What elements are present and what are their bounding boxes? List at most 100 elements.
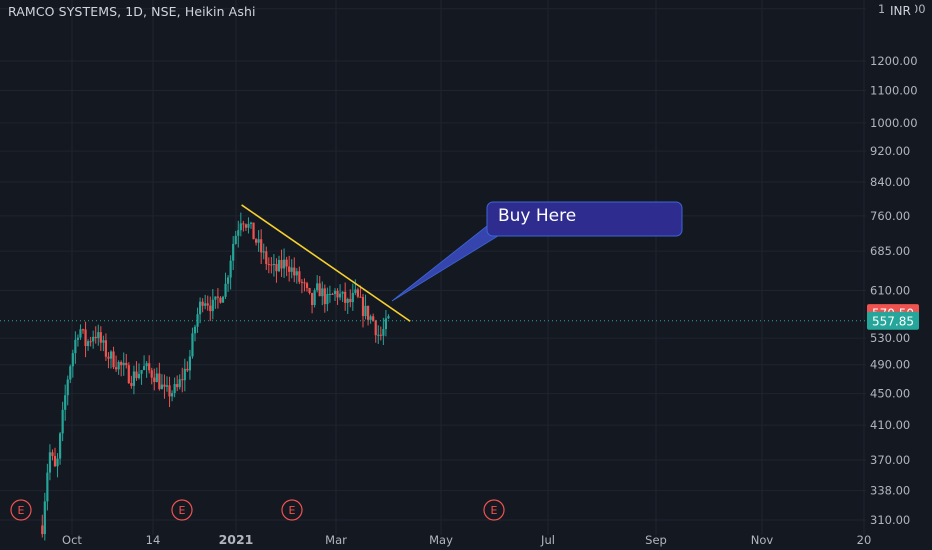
earnings-marker[interactable] <box>483 499 505 521</box>
candle-down <box>94 336 97 339</box>
time-tick-label: 14 <box>146 533 161 547</box>
annotation-pointer <box>391 221 499 302</box>
candle-up <box>71 353 74 367</box>
candle-down <box>104 340 108 357</box>
candle-up <box>326 294 329 305</box>
candle-down <box>318 283 321 297</box>
earnings-marker-label: E <box>18 504 25 517</box>
candle-up <box>328 293 332 295</box>
candle-up <box>239 223 242 231</box>
candle-down <box>379 334 382 336</box>
candle-up <box>117 362 120 370</box>
chart-title: RAMCO SYSTEMS, 1D, NSE, Heikin Ashi <box>8 4 256 19</box>
candle-down <box>53 455 57 467</box>
candle-down <box>323 288 326 305</box>
candle-down <box>252 222 255 240</box>
candle-down <box>125 362 128 366</box>
candle-down <box>308 287 311 294</box>
candle-down <box>114 367 118 370</box>
candle-up <box>183 368 186 381</box>
candle-down <box>158 373 161 390</box>
price-tick-label: 310.00 <box>870 513 910 527</box>
price-tick-label: 1000.00 <box>870 116 918 130</box>
candle-up <box>170 393 174 397</box>
candle-up <box>351 292 354 303</box>
candle-down <box>303 282 306 284</box>
currency-label[interactable]: INR <box>884 2 915 20</box>
candle-up <box>79 329 82 338</box>
candle-up <box>321 288 324 297</box>
candle-up <box>64 395 67 410</box>
candle-up <box>364 305 367 317</box>
candle-down <box>280 259 283 269</box>
price-tick-label: 840.00 <box>870 175 910 189</box>
candle-up <box>58 433 62 459</box>
time-tick-label: Jul <box>540 533 555 547</box>
candle-down <box>219 297 222 303</box>
candle-down <box>288 266 291 272</box>
price-tick-label: 1200.00 <box>870 54 918 68</box>
candle-down <box>99 332 102 343</box>
candle-up <box>145 363 148 367</box>
candle-up <box>122 362 125 366</box>
candle-down <box>293 267 296 276</box>
time-tick-label: 20 <box>857 533 872 547</box>
candle-down <box>310 293 314 305</box>
candle-down <box>130 383 133 386</box>
candle-down <box>366 305 370 320</box>
candle-up <box>369 316 372 320</box>
candle-up <box>237 230 240 236</box>
candle-up <box>142 366 146 370</box>
current-price-label: 557.85 <box>872 314 914 328</box>
candle-up <box>377 334 380 336</box>
candle-down <box>244 224 248 228</box>
candle-up <box>160 384 164 390</box>
candle-up <box>56 458 59 467</box>
candle-up <box>191 333 194 357</box>
candle-down <box>120 362 123 366</box>
candle-down <box>181 379 184 381</box>
candle-up <box>102 340 105 343</box>
candle-up <box>66 379 69 396</box>
candle-up <box>173 384 176 394</box>
candle-up <box>46 472 49 502</box>
candle-down <box>89 341 92 343</box>
price-tick-label: 530.00 <box>870 331 910 345</box>
candle-up <box>74 339 77 354</box>
candle-down <box>298 271 301 282</box>
price-tick-label: 610.00 <box>870 283 910 297</box>
earnings-marker[interactable] <box>171 499 193 521</box>
candle-down <box>242 223 245 225</box>
earnings-marker[interactable] <box>10 499 32 521</box>
candle-down <box>254 239 258 243</box>
time-tick-label: Mar <box>325 533 347 547</box>
trendline <box>241 204 411 322</box>
candle-up <box>313 290 316 305</box>
candle-down <box>148 363 151 371</box>
candle-down <box>107 356 110 359</box>
earnings-marker[interactable] <box>281 499 303 521</box>
current-price-badge <box>867 311 919 330</box>
candle-up <box>262 251 265 253</box>
candle-up <box>295 271 298 276</box>
candle-down <box>150 370 153 378</box>
price-tick-label: 685.00 <box>870 244 910 258</box>
candle-up <box>229 260 232 278</box>
candle-up <box>140 369 143 374</box>
price-tick-label: 920.00 <box>870 144 910 158</box>
candle-down <box>186 368 189 371</box>
candle-up <box>224 283 227 297</box>
price-tick-label: 450.00 <box>870 387 910 401</box>
candle-down <box>356 289 360 297</box>
candle-up <box>316 283 319 291</box>
candle-down <box>359 296 362 298</box>
candle-down <box>168 385 171 397</box>
candle-up <box>211 299 214 312</box>
candle-up <box>132 371 136 386</box>
candle-down <box>374 320 377 336</box>
annotation-box <box>486 201 683 237</box>
candle-up <box>86 341 90 347</box>
candle-up <box>137 373 141 379</box>
